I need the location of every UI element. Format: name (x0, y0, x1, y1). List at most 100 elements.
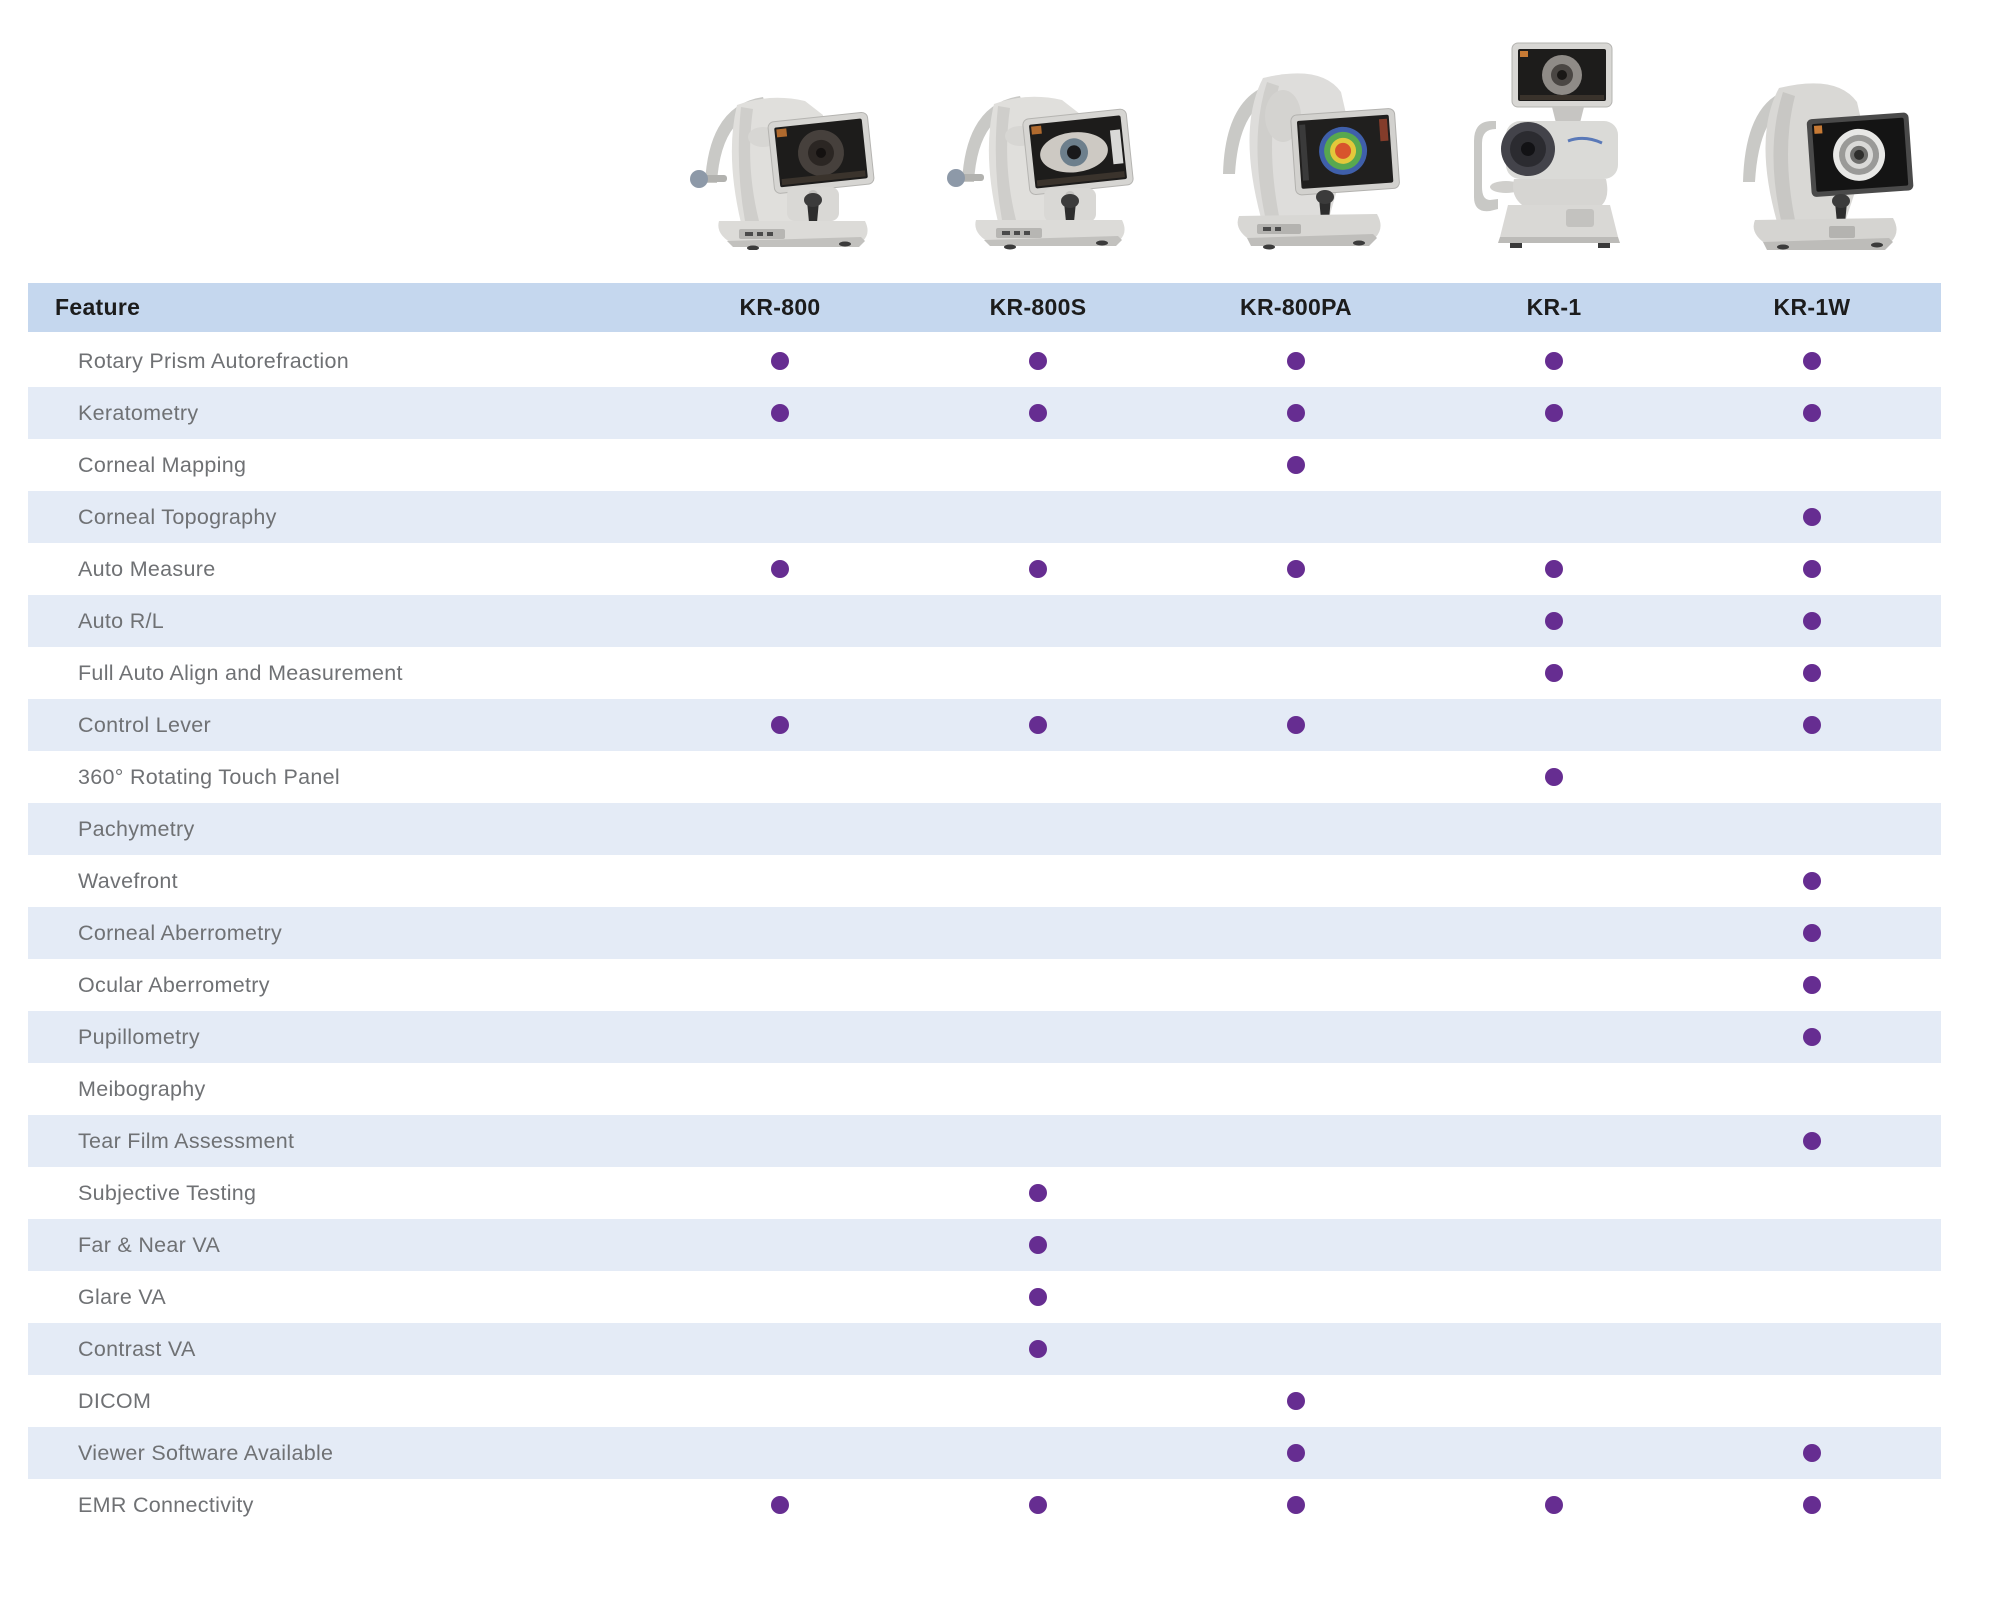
autorefractor-illustration (1743, 83, 1914, 250)
feature-dot (1287, 456, 1305, 474)
feature-dot (1803, 1132, 1821, 1150)
feature-label: Glare VA (78, 1284, 167, 1309)
feature-cell (1683, 716, 1941, 734)
feature-cell (909, 1236, 1167, 1254)
feature-dot (771, 404, 789, 422)
model-column-header-kr-1: KR-1 (1526, 294, 1582, 320)
feature-label: Far & Near VA (78, 1232, 221, 1257)
table-row: Control Lever (28, 699, 1941, 751)
table-row: Full Auto Align and Measurement (28, 647, 1941, 699)
feature-cell (909, 352, 1167, 370)
feature-dot (1287, 1496, 1305, 1514)
feature-cell (651, 352, 909, 370)
feature-label: Rotary Prism Autorefraction (78, 348, 349, 373)
feature-cell (1683, 976, 1941, 994)
feature-label: Pachymetry (78, 816, 195, 841)
table-row: Subjective Testing (28, 1167, 1941, 1219)
feature-label: Keratometry (78, 400, 199, 425)
table-row: Corneal Aberrometry (28, 907, 1941, 959)
feature-cell (1683, 1444, 1941, 1462)
feature-dot (1803, 976, 1821, 994)
model-column-header-kr-800s: KR-800S (989, 294, 1087, 320)
table-row: Meibography (28, 1063, 1941, 1115)
feature-cell (1425, 1496, 1683, 1514)
feature-cell (1167, 404, 1425, 422)
feature-label: EMR Connectivity (78, 1492, 254, 1517)
autorefractor-illustration (1474, 42, 1620, 248)
table-row: Pachymetry (28, 803, 1941, 855)
table-row: Viewer Software Available (28, 1427, 1941, 1479)
feature-cell (1683, 1496, 1941, 1514)
feature-label: DICOM (78, 1388, 152, 1413)
feature-dot (1029, 1340, 1047, 1358)
feature-cell (1683, 1028, 1941, 1046)
feature-cell (909, 1184, 1167, 1202)
feature-label: Auto R/L (78, 608, 165, 633)
feature-dot (1287, 560, 1305, 578)
feature-cell (1167, 1496, 1425, 1514)
feature-label: Pupillometry (78, 1024, 200, 1049)
feature-cell (1683, 664, 1941, 682)
feature-cell (1683, 560, 1941, 578)
feature-label: Subjective Testing (78, 1180, 257, 1205)
table-body: Rotary Prism Autorefraction Keratometry … (28, 335, 1941, 1531)
feature-dot (1287, 1444, 1305, 1462)
table-row: Auto R/L (28, 595, 1941, 647)
table-row: Auto Measure (28, 543, 1941, 595)
feature-cell (1425, 352, 1683, 370)
feature-dot (1287, 1392, 1305, 1410)
feature-dot (1803, 1444, 1821, 1462)
feature-cell (1683, 404, 1941, 422)
feature-cell (1167, 560, 1425, 578)
product-image-kr-800pa (1191, 58, 1401, 255)
autorefractor-illustration (690, 97, 875, 251)
feature-dot (1029, 560, 1047, 578)
product-image-kr-800 (675, 75, 885, 255)
feature-label: 360° Rotating Touch Panel (78, 764, 340, 789)
feature-dot (1545, 768, 1563, 786)
feature-column-header: Feature (55, 294, 141, 320)
feature-label: Meibography (78, 1076, 206, 1101)
feature-comparison-table: Feature KR-800 KR-800S KR-800PA KR-1 KR-… (28, 283, 1941, 1531)
feature-dot (771, 1496, 789, 1514)
product-image-kr-1 (1448, 37, 1658, 257)
feature-dot (1545, 1496, 1563, 1514)
feature-dot (1029, 1184, 1047, 1202)
feature-cell (1425, 404, 1683, 422)
feature-dot (1803, 872, 1821, 890)
feature-dot (1803, 612, 1821, 630)
feature-cell (1683, 612, 1941, 630)
table-row: Corneal Topography (28, 491, 1941, 543)
feature-dot (1029, 404, 1047, 422)
feature-label: Ocular Aberrometry (78, 972, 270, 997)
feature-dot (1803, 924, 1821, 942)
table-row: Tear Film Assessment (28, 1115, 1941, 1167)
feature-label: Corneal Topography (78, 504, 277, 529)
feature-dot (1287, 404, 1305, 422)
feature-dot (1545, 404, 1563, 422)
feature-cell (1167, 1444, 1425, 1462)
table-row: Ocular Aberrometry (28, 959, 1941, 1011)
feature-cell (1425, 560, 1683, 578)
feature-dot (1545, 560, 1563, 578)
feature-dot (1029, 1288, 1047, 1306)
feature-dot (1803, 404, 1821, 422)
feature-dot (1545, 664, 1563, 682)
feature-cell (1683, 352, 1941, 370)
feature-label: Auto Measure (78, 556, 216, 581)
feature-label: Full Auto Align and Measurement (78, 660, 403, 685)
feature-dot (1287, 352, 1305, 370)
feature-dot (1803, 508, 1821, 526)
feature-dot (771, 352, 789, 370)
feature-dot (1803, 716, 1821, 734)
table-header-row: Feature KR-800 KR-800S KR-800PA KR-1 KR-… (28, 283, 1941, 335)
feature-label: Wavefront (78, 868, 178, 893)
feature-cell (1167, 352, 1425, 370)
autorefractor-illustration (1223, 73, 1400, 250)
feature-label: Corneal Aberrometry (78, 920, 283, 945)
feature-dot (1545, 352, 1563, 370)
product-image-kr-800s (932, 72, 1142, 255)
autorefractor-illustration (947, 96, 1134, 250)
feature-label: Corneal Mapping (78, 452, 247, 477)
